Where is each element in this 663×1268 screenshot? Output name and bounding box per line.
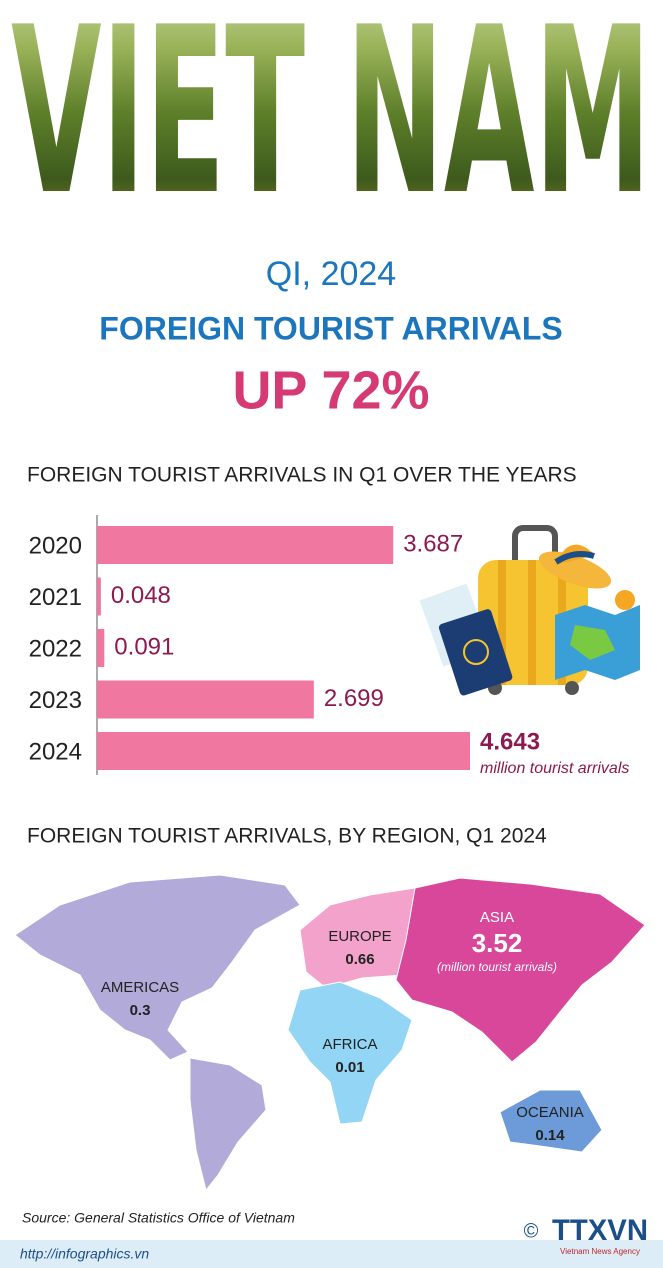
travel-illustration [419, 525, 640, 696]
value-label: 3.687 [403, 530, 463, 557]
chart-title: FOREIGN TOURIST ARRIVALS, BY REGION, Q1 … [27, 825, 547, 848]
source: Source: General Statistics Office of Vie… [22, 1210, 295, 1226]
region-name: OCEANIA [516, 1104, 584, 1121]
brand-sub: Vietnam News Agency [560, 1247, 640, 1256]
category-label: 2023 [29, 687, 82, 714]
category-label: 2021 [29, 584, 82, 611]
bar [97, 526, 394, 564]
region-value: 3.52 [472, 928, 523, 958]
bar [97, 629, 105, 667]
url[interactable]: http://infographics.vn [20, 1246, 149, 1262]
region-value: 0.01 [335, 1059, 364, 1076]
unit-note: million tourist arrivals [480, 760, 629, 777]
category-label: 2024 [29, 738, 82, 765]
bar [97, 680, 314, 719]
category-label: 2020 [29, 532, 82, 559]
footer-bar [0, 1240, 663, 1268]
region-value: 0.3 [130, 1002, 151, 1019]
copyright: © [524, 1220, 539, 1242]
region-name: EUROPE [328, 928, 391, 945]
chart-title: FOREIGN TOURIST ARRIVALS IN Q1 OVER THE … [27, 464, 577, 487]
region [395, 877, 646, 1063]
category-label: 2022 [29, 635, 82, 662]
value-label: 0.091 [114, 633, 174, 660]
unit-note: (million tourist arrivals) [437, 960, 557, 974]
bar [97, 732, 470, 770]
value-label: 4.643 [480, 728, 540, 755]
headline: FOREIGN TOURIST ARRIVALS [99, 310, 562, 346]
region-name: AMERICAS [101, 979, 179, 996]
period: QI, 2024 [266, 255, 396, 293]
banner: VIET NAM [11, 0, 651, 246]
bar [97, 577, 101, 616]
change: UP 72% [232, 360, 429, 420]
region-value: 0.14 [535, 1127, 565, 1144]
region-name: AFRICA [322, 1036, 377, 1053]
region [14, 874, 301, 1192]
region [499, 1089, 603, 1153]
brand: TTXVN [552, 1214, 648, 1247]
region [287, 981, 413, 1125]
region-name: ASIA [480, 909, 514, 926]
value-label: 2.699 [324, 685, 384, 712]
value-label: 0.048 [111, 582, 171, 609]
region-value: 0.66 [345, 951, 374, 968]
